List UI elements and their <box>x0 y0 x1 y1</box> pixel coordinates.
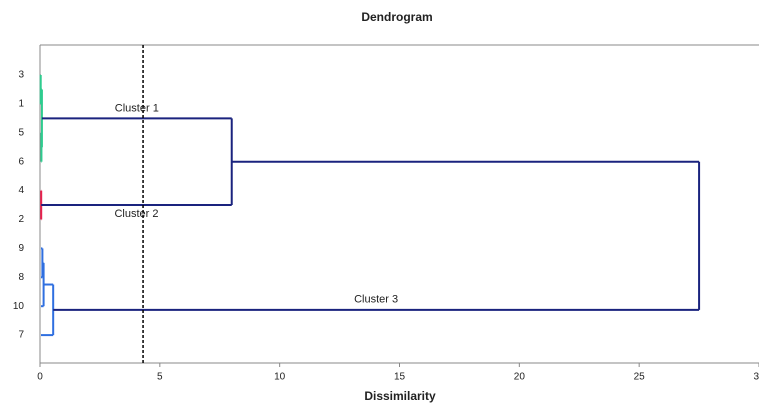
leaf-label: 8 <box>18 272 24 283</box>
x-tick-label: 10 <box>274 372 286 383</box>
leaf-label: 6 <box>18 156 24 167</box>
leaf-label: 4 <box>18 185 24 196</box>
x-tick-label: 20 <box>514 372 526 383</box>
x-tick-label: 30 <box>753 372 759 383</box>
cluster-label: Cluster 3 <box>354 294 398 306</box>
x-axis-label: Dissimilarity <box>364 389 436 403</box>
cluster-label: Cluster 1 <box>115 102 159 114</box>
leaf-label: 1 <box>18 99 24 110</box>
leaf-label: 10 <box>13 301 25 312</box>
leaf-label: 3 <box>18 70 24 81</box>
leaf-label: 5 <box>18 127 24 138</box>
cluster-label: Cluster 2 <box>114 208 158 220</box>
x-tick-label: 25 <box>634 372 646 383</box>
x-tick-label: 5 <box>157 372 163 383</box>
leaf-label: 7 <box>18 330 24 341</box>
x-tick-label: 0 <box>37 372 43 383</box>
leaf-label: 2 <box>18 214 24 225</box>
leaf-label: 9 <box>18 243 24 254</box>
chart-title: Dendrogram <box>361 10 432 24</box>
x-tick-label: 15 <box>394 372 406 383</box>
